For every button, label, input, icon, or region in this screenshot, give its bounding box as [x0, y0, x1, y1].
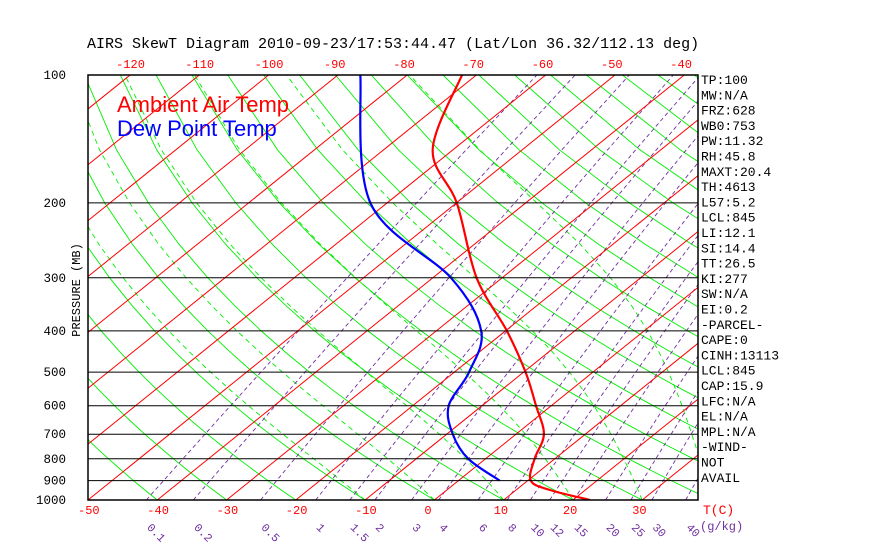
svg-text:RH:45.8: RH:45.8 [701, 150, 756, 165]
svg-text:(g/kg): (g/kg) [700, 520, 743, 534]
svg-text:-WIND-: -WIND- [701, 440, 748, 455]
svg-text:800: 800 [43, 453, 66, 467]
svg-text:-40: -40 [147, 504, 169, 518]
svg-text:TP:100: TP:100 [701, 73, 748, 88]
svg-text:-90: -90 [324, 58, 346, 72]
svg-text:SW:N/A: SW:N/A [701, 287, 748, 302]
svg-text:-40: -40 [670, 58, 692, 72]
svg-text:TT:26.5: TT:26.5 [701, 257, 756, 272]
svg-text:400: 400 [43, 325, 66, 339]
svg-text:-80: -80 [393, 58, 415, 72]
svg-text:Dew Point Temp: Dew Point Temp [117, 116, 277, 141]
svg-text:EL:N/A: EL:N/A [701, 410, 748, 425]
svg-text:LCL:845: LCL:845 [701, 211, 756, 226]
svg-text:EI:0.2: EI:0.2 [701, 303, 748, 318]
svg-text:-20: -20 [286, 504, 308, 518]
svg-text:PW:11.32: PW:11.32 [701, 134, 763, 149]
svg-text:20: 20 [563, 504, 577, 518]
svg-text:LCL:845: LCL:845 [701, 364, 756, 379]
svg-text:-50: -50 [601, 58, 623, 72]
svg-text:T(C): T(C) [703, 503, 734, 518]
svg-text:700: 700 [43, 428, 66, 442]
svg-text:10: 10 [494, 504, 508, 518]
svg-text:300: 300 [43, 272, 66, 286]
svg-text:LFC:N/A: LFC:N/A [701, 394, 756, 409]
svg-text:FRZ:628: FRZ:628 [701, 104, 756, 119]
svg-text:500: 500 [43, 366, 66, 380]
svg-text:CAPE:0: CAPE:0 [701, 333, 748, 348]
svg-text:LI:12.1: LI:12.1 [701, 226, 756, 241]
svg-text:-120: -120 [116, 58, 145, 72]
svg-text:-60: -60 [532, 58, 554, 72]
svg-text:600: 600 [43, 400, 66, 414]
svg-text:-110: -110 [185, 58, 214, 72]
svg-text:200: 200 [43, 197, 66, 211]
svg-text:MW:N/A: MW:N/A [701, 88, 748, 103]
svg-text:-PARCEL-: -PARCEL- [701, 318, 763, 333]
svg-text:-100: -100 [255, 58, 284, 72]
svg-text:Ambient Air Temp: Ambient Air Temp [117, 92, 289, 117]
svg-text:CAP:15.9: CAP:15.9 [701, 379, 763, 394]
svg-text:AVAIL: AVAIL [701, 471, 740, 486]
svg-text:-30: -30 [217, 504, 239, 518]
svg-text:CINH:13113: CINH:13113 [701, 348, 779, 363]
svg-text:AIRS SkewT Diagram 2010-09-23/: AIRS SkewT Diagram 2010-09-23/17:53:44.4… [87, 36, 699, 53]
svg-text:-50: -50 [78, 504, 100, 518]
svg-text:30: 30 [632, 504, 646, 518]
svg-text:1000: 1000 [36, 494, 66, 508]
svg-text:TH:4613: TH:4613 [701, 180, 756, 195]
svg-text:-70: -70 [462, 58, 484, 72]
svg-text:KI:277: KI:277 [701, 272, 748, 287]
svg-text:MPL:N/A: MPL:N/A [701, 425, 756, 440]
svg-text:MAXT:20.4: MAXT:20.4 [701, 165, 771, 180]
svg-text:PRESSURE (MB): PRESSURE (MB) [70, 243, 84, 337]
svg-text:NOT: NOT [701, 456, 725, 471]
svg-text:-10: -10 [355, 504, 377, 518]
svg-text:SI:14.4: SI:14.4 [701, 241, 756, 256]
svg-text:100: 100 [43, 69, 66, 83]
svg-text:0: 0 [424, 504, 431, 518]
svg-text:900: 900 [43, 475, 66, 489]
svg-text:L57:5.2: L57:5.2 [701, 195, 756, 210]
svg-text:WB0:753: WB0:753 [701, 119, 756, 134]
